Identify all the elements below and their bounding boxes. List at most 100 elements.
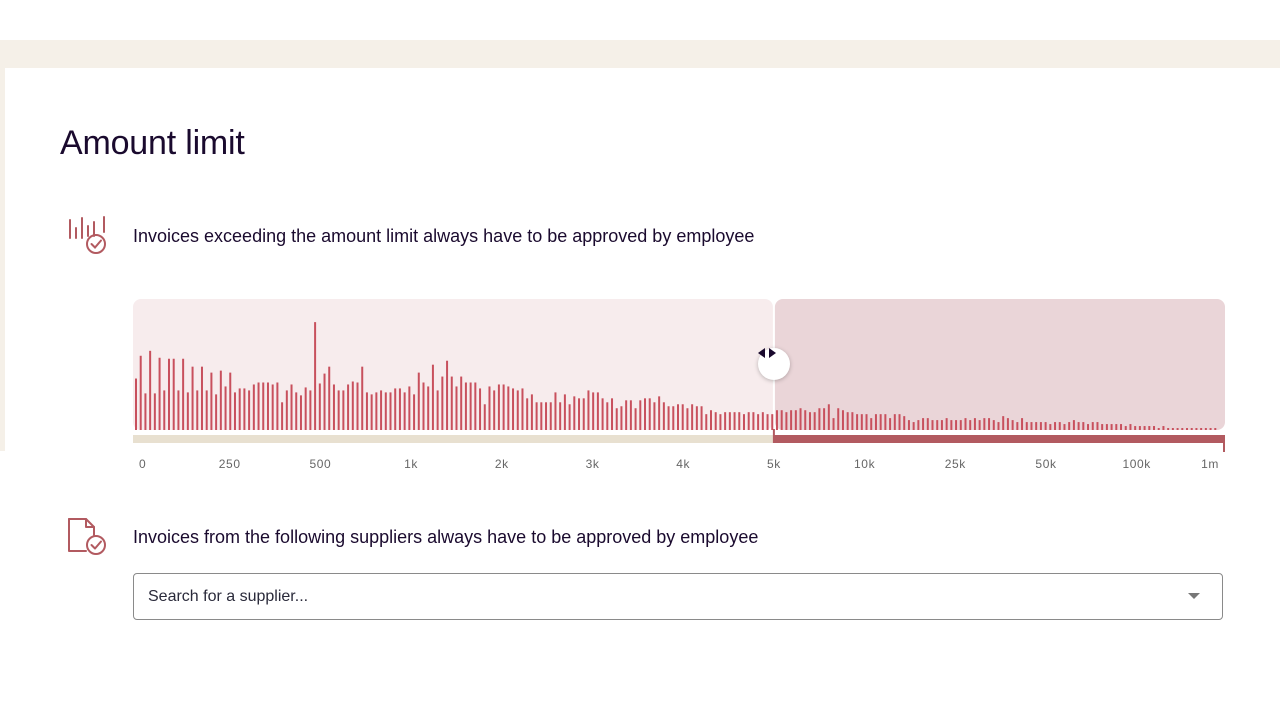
histogram-bar (790, 410, 793, 430)
histogram-bar (738, 412, 741, 430)
histogram-bar (153, 393, 156, 430)
histogram-bar (144, 393, 147, 430)
histogram-bar (771, 414, 774, 430)
histogram-bar (818, 408, 821, 430)
supplier-select[interactable] (133, 573, 1223, 620)
histogram-bar (224, 386, 227, 430)
histogram-bar (427, 386, 430, 430)
histogram-bar (361, 366, 364, 430)
histogram-bar (1162, 426, 1165, 430)
histogram-bar (1190, 428, 1193, 430)
histogram-bar (799, 408, 802, 430)
histogram-bar (1214, 428, 1217, 430)
histogram-bar (314, 322, 317, 430)
histogram-bar (375, 392, 378, 430)
chevron-down-icon[interactable] (1188, 593, 1200, 599)
histogram-bar (186, 392, 189, 430)
histogram-bar (1082, 422, 1085, 430)
histogram-bar (860, 414, 863, 430)
histogram-bar (474, 382, 477, 430)
histogram-bar (611, 398, 614, 430)
histogram-bar (1044, 422, 1047, 430)
histogram-bar (978, 420, 981, 430)
histogram-bar (794, 410, 797, 430)
tick-label: 100k (1122, 457, 1151, 471)
amount-limit-slider-handle[interactable] (757, 348, 790, 380)
tick-label: 10k (854, 457, 876, 471)
histogram-bar (549, 402, 552, 430)
histogram-bar (907, 420, 910, 430)
histogram-bar (889, 418, 892, 430)
histogram-bar (1006, 418, 1009, 430)
histogram-bar (752, 412, 755, 430)
histogram-bar (874, 414, 877, 430)
histogram-bar (304, 387, 307, 430)
histogram-bar (596, 392, 599, 430)
tick-label: 5k (767, 457, 781, 471)
histogram-bar (149, 350, 152, 430)
histogram-bar (1058, 422, 1061, 430)
histogram-bar (1077, 422, 1080, 430)
histogram-bar (299, 395, 302, 430)
histogram-bar (634, 408, 637, 430)
histogram-bar (813, 412, 816, 430)
left-rule (0, 68, 5, 451)
histogram-bar (243, 388, 246, 430)
slider-track-end (1223, 435, 1225, 452)
histogram-bar (342, 390, 345, 430)
histogram-bar (620, 406, 623, 430)
histogram-bar (507, 386, 510, 430)
histogram-bar (1148, 426, 1151, 430)
amount-limit-description: Invoices exceeding the amount limit alwa… (133, 226, 755, 246)
histogram-bar (1072, 420, 1075, 430)
amount-limit-histogram[interactable]: 0 250 500 1k 2k 3k 4k 5k 10k 25k 50k 100k 1m (133, 299, 1225, 479)
tick-label: 500 (309, 457, 331, 471)
histogram-bar (625, 400, 628, 430)
histogram-bar (1143, 426, 1146, 430)
histogram-bar (276, 382, 279, 430)
histogram-bar (959, 420, 962, 430)
histogram-bar (672, 406, 675, 430)
region-above-limit (774, 299, 1225, 430)
histogram-bar (1030, 422, 1033, 430)
histogram-bar (992, 420, 995, 430)
histogram-bar (945, 418, 948, 430)
histogram-bar (917, 420, 920, 430)
histogram-bar (578, 398, 581, 430)
histogram-bar (238, 388, 241, 430)
histogram-bar (139, 355, 142, 430)
histogram-bar (761, 412, 764, 430)
histogram-bar (422, 382, 425, 430)
histogram-bar (398, 388, 401, 430)
histogram-bar (912, 422, 915, 430)
histogram-bar (483, 404, 486, 430)
histogram-bar (973, 418, 976, 430)
histogram-bar (884, 414, 887, 430)
histogram-bar (573, 396, 576, 430)
histogram-bar (1011, 420, 1014, 430)
histogram-bar (526, 398, 529, 430)
histogram-bar (724, 412, 727, 430)
histogram-bar (464, 382, 467, 430)
histogram-bar (775, 410, 778, 430)
histogram-bar (356, 382, 359, 430)
histogram-bar (846, 412, 849, 430)
histogram-bar (365, 392, 368, 430)
histogram-bar (808, 412, 811, 430)
histogram-bar (163, 390, 166, 430)
histogram-bar (205, 390, 208, 430)
histogram-bar (931, 420, 934, 430)
histogram-bar (417, 372, 420, 430)
histogram-bar (455, 386, 458, 430)
histogram-bar (389, 392, 392, 430)
bar-chart-check-icon (66, 214, 110, 258)
histogram-bar (728, 412, 731, 430)
histogram-bar (545, 402, 548, 430)
histogram-bar (964, 418, 967, 430)
histogram-bar (1204, 428, 1207, 430)
histogram-bar (686, 408, 689, 430)
supplier-search-input[interactable] (148, 574, 1148, 619)
slider-track-below (133, 435, 774, 443)
histogram-bar (587, 390, 590, 430)
histogram-bar (615, 408, 618, 430)
